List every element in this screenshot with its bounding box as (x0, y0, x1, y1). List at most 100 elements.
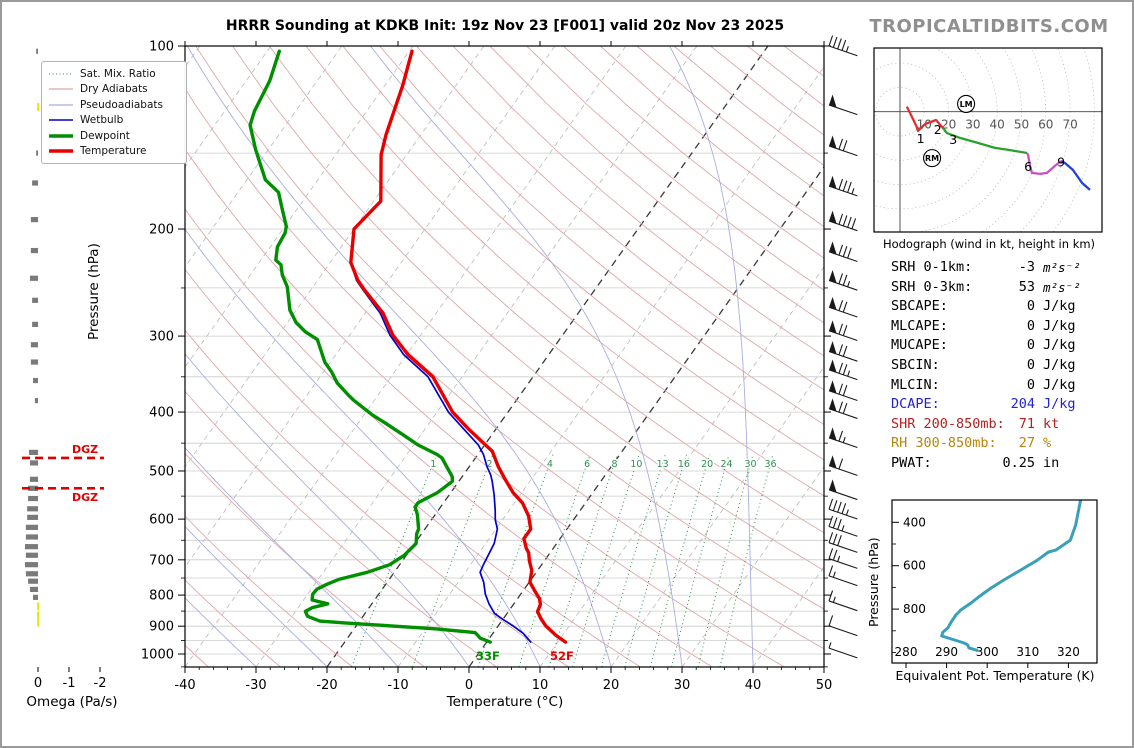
wind-barb (828, 427, 858, 449)
pseudoadiabat-line-icon (49, 104, 73, 106)
svg-text:50: 50 (1014, 118, 1029, 132)
wetbulb-line-icon (49, 119, 73, 122)
mixing-ratio-label: 8 (612, 459, 618, 470)
surface-dewpoint-label: 33F (476, 649, 500, 663)
legend-item-pseudoadiabat: Pseudoadiabats (48, 97, 180, 113)
wind-barb (828, 515, 858, 537)
wind-barb (828, 270, 858, 291)
wind-barb (828, 320, 858, 341)
svg-text:-30: -30 (245, 678, 266, 693)
wind-barb (828, 455, 858, 476)
svg-text:LM: LM (960, 100, 973, 109)
svg-text:-20: -20 (316, 678, 337, 693)
stat-sbcin: SBCIN: 0 J/kg (891, 356, 1076, 373)
wind-barb (828, 642, 858, 659)
mixing-ratio-label: 20 (701, 459, 713, 470)
wind-barb (828, 296, 858, 318)
stat-mucape: MUCAPE: 0 J/kg (891, 337, 1076, 354)
svg-text:900: 900 (149, 620, 174, 635)
stat-srh-0-1km: SRH 0-1km: -3 m²s⁻² (891, 259, 1081, 275)
svg-text:0: 0 (34, 676, 42, 691)
svg-text:-40: -40 (174, 678, 195, 693)
stat-pwat: PWAT: 0.25 in (891, 454, 1060, 471)
mixing-ratio-label: 6 (584, 459, 590, 470)
sounding-curves (248, 49, 568, 644)
legend-item-dryadiabat: Dry Adiabats (48, 82, 180, 98)
thetae-panel: 280 290 300 310 320 400 600 800 (891, 499, 1098, 668)
skewt-axes: -40 -30 -20 -10 0 10 20 30 40 50 100 200 300 400 500 60… (141, 40, 832, 694)
page-title: HRRR Sounding at KDKB Init: 19z Nov 23 [… (225, 18, 785, 34)
hodo-height-label: 3 (949, 132, 957, 147)
stats-panel: SRH 0-1km: -3 m²s⁻² SRH 0-3km: 53 m²s⁻² SBCA… (891, 258, 1107, 474)
wind-barb (828, 341, 858, 362)
svg-text:-1: -1 (63, 676, 76, 691)
wind-barb (828, 175, 858, 197)
svg-text:70: 70 (1062, 118, 1077, 132)
watermark-logo: TROPICALTIDBITS.COM (869, 16, 1109, 37)
wind-barb (828, 210, 858, 232)
svg-text:600: 600 (903, 559, 926, 573)
hodo-height-label: 2 (934, 122, 942, 137)
stat-srh-0-3km: SRH 0-3km: 53 m²s⁻² (891, 278, 1081, 295)
wind-barb (828, 135, 858, 157)
svg-text:290: 290 (935, 645, 958, 659)
svg-text:800: 800 (149, 589, 174, 604)
svg-text:20: 20 (941, 118, 956, 132)
mixing-ratio-label: 36 (764, 459, 776, 470)
legend: Sat. Mix. Ratio Dry Adiabats Pseudoadiab… (41, 61, 187, 164)
svg-text:0: 0 (465, 678, 473, 693)
temperature-axis-label: Temperature (°C) (446, 694, 564, 710)
surface-temperature-label: 52F (550, 649, 574, 663)
dry-adiabat-line-icon (49, 88, 73, 90)
wind-barb (828, 94, 858, 116)
svg-text:400: 400 (903, 515, 926, 529)
svg-text:40: 40 (990, 118, 1005, 132)
svg-text:50: 50 (816, 678, 833, 693)
lm-marker (957, 94, 976, 113)
svg-text:60: 60 (1038, 118, 1053, 132)
wind-barb (828, 380, 858, 401)
mixing-ratio-label: 1 (430, 459, 436, 470)
svg-text:30: 30 (965, 118, 980, 132)
hodo-height-label: 6 (1024, 159, 1032, 174)
svg-text:-10: -10 (387, 678, 408, 693)
temperature-curve (349, 49, 568, 644)
satmix-line-icon (49, 73, 73, 75)
svg-text:280: 280 (895, 645, 918, 659)
wind-barb (828, 532, 858, 553)
wind-barb (828, 548, 858, 569)
mixing-ratio-label: 4 (547, 459, 553, 470)
legend-label: Wetbulb (80, 114, 124, 127)
mixing-ratio-label: 13 (657, 459, 669, 470)
mixing-ratio-label: 16 (678, 459, 690, 470)
wind-barb (828, 565, 858, 587)
legend-item-temperature: Temperature (48, 144, 180, 160)
svg-text:320: 320 (1057, 645, 1080, 659)
mixing-ratio-label: 24 (720, 459, 732, 470)
legend-label: Dry Adiabats (80, 83, 148, 96)
hodograph-caption: Hodograph (wind in kt, height in km) (882, 237, 1096, 251)
svg-text:20: 20 (603, 678, 620, 693)
svg-text:-2: -2 (94, 676, 107, 691)
wind-barb (828, 615, 858, 637)
rm-marker (923, 149, 942, 168)
dgz-label-upper: DGZ (72, 443, 99, 456)
legend-label: Dewpoint (80, 129, 130, 142)
dgz-label-lower: DGZ (72, 491, 99, 504)
stat-mlcape: MLCAPE: 0 J/kg (891, 317, 1076, 334)
wind-barb (828, 479, 858, 501)
dewpoint-line-icon (49, 134, 73, 138)
thetae-pressure-label: Pressure (hPa) (866, 537, 881, 627)
hodo-height-label: 9 (1057, 155, 1065, 170)
dewpoint-curve (248, 49, 492, 644)
svg-text:500: 500 (149, 464, 174, 479)
wind-barb (828, 498, 858, 520)
svg-text:400: 400 (149, 406, 174, 421)
wind-barb (828, 241, 858, 263)
svg-text:300: 300 (976, 645, 999, 659)
legend-item-wetbulb: Wetbulb (48, 113, 180, 129)
temperature-line-icon (49, 149, 73, 153)
svg-text:600: 600 (149, 513, 174, 528)
thetae-curve (940, 500, 1083, 653)
